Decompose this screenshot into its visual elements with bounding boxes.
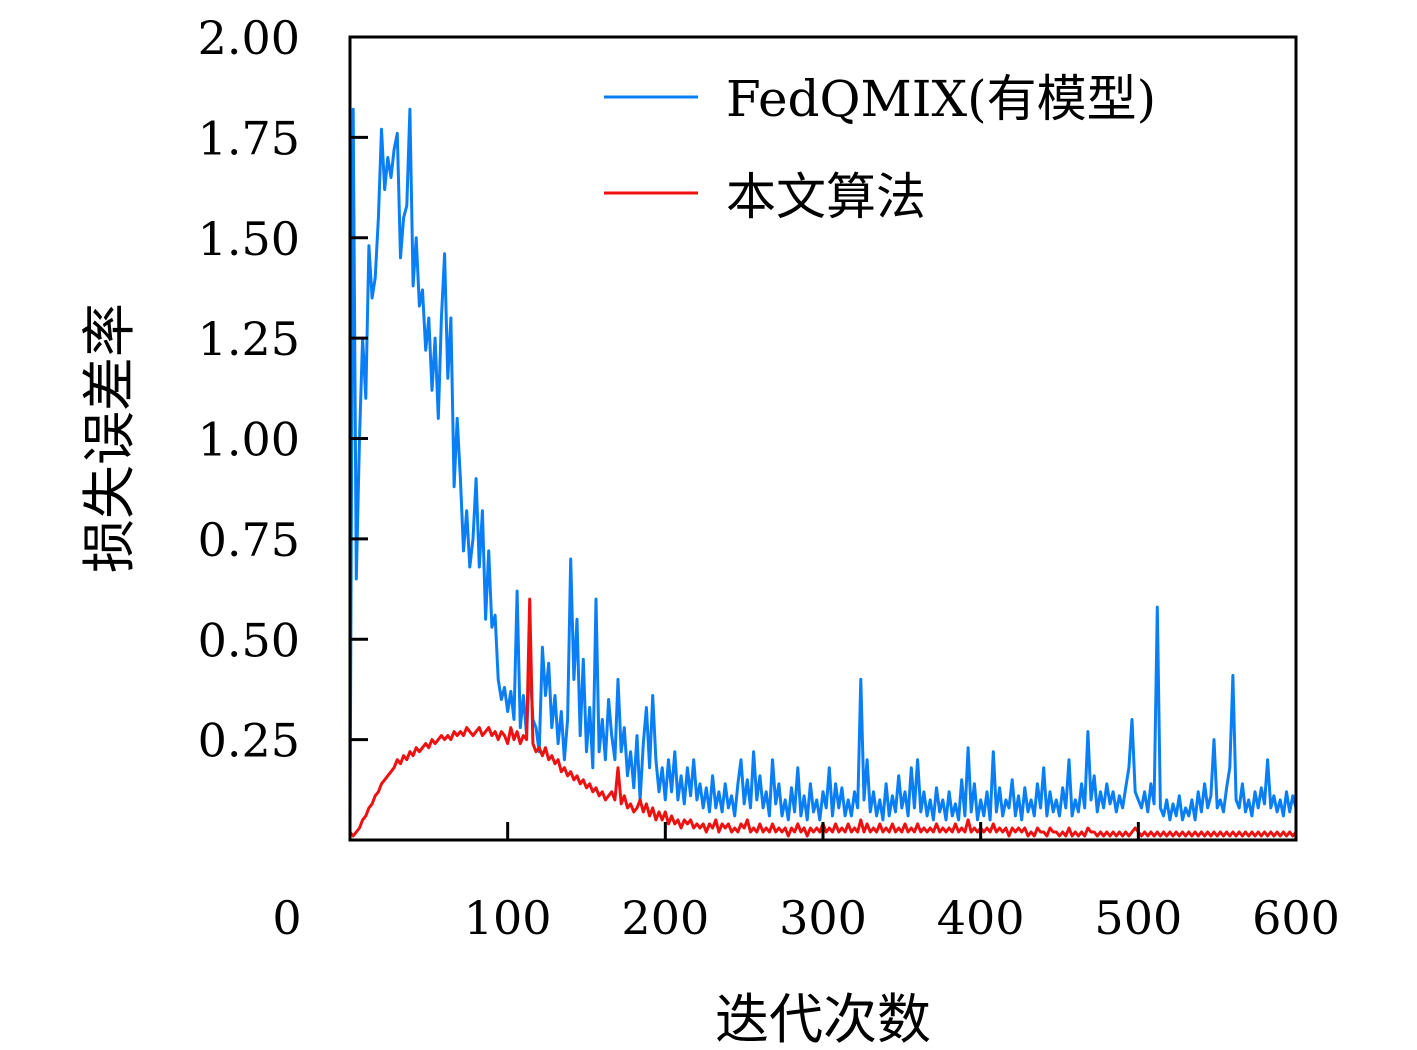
x-tick-label-2: 200: [621, 891, 709, 945]
x-axis-title: 迭代次数: [715, 988, 931, 1050]
x-tick-label-4: 400: [937, 891, 1025, 945]
y-axis-title: 损失误差率: [78, 303, 141, 573]
y-tick-label-4: 1.25: [198, 312, 300, 366]
x-tick-label-1: 100: [464, 891, 552, 945]
y-tick-label-7: 2.00: [198, 11, 300, 65]
x-tick-label-6: 600: [1252, 891, 1340, 945]
y-tick-label-5: 1.50: [198, 212, 300, 266]
x-tick-label-5: 500: [1094, 891, 1182, 945]
legend-label-proposed: 本文算法: [726, 168, 926, 226]
x-tick-label-0: 0: [272, 891, 301, 945]
y-tick-label-0: 0.25: [198, 714, 300, 768]
y-tick-label-3: 1.00: [198, 413, 300, 467]
legend: FedQMIX(有模型) 本文算法: [604, 70, 1156, 226]
y-tick-label-6: 1.75: [198, 111, 300, 165]
series-line-0: [348, 107, 1298, 829]
tick-layer: 0 100 200 300 400 500 600 0.25 0.50 0.75 1.00 1.25 1…: [198, 11, 1340, 945]
y-tick-label-2: 0.75: [198, 513, 300, 567]
legend-label-fedqmix: FedQMIX(有模型): [726, 70, 1156, 128]
y-tick-label-1: 0.50: [198, 613, 300, 667]
x-tick-label-3: 300: [779, 891, 867, 945]
